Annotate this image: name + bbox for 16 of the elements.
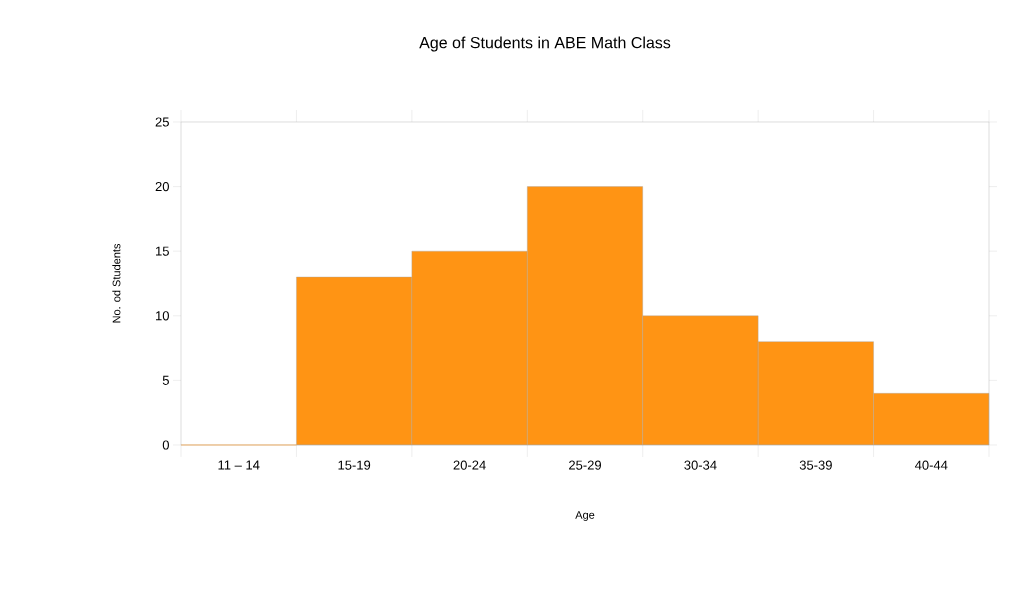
x-tick-label: 20-24	[453, 460, 486, 470]
y-tick-label: 25	[155, 117, 169, 127]
x-tick-label: 25-29	[569, 460, 601, 470]
chart-title: Age of Students in ABE Math Class	[419, 36, 671, 52]
x-axis-title: Age	[575, 511, 595, 521]
x-tick-label: 35-39	[799, 460, 832, 470]
y-axis-title: No. od Students	[112, 243, 121, 323]
y-tick-label: 20	[155, 181, 169, 192]
x-tick-label: 40-44	[914, 460, 948, 470]
y-tick-label: 5	[162, 375, 169, 385]
y-tick-label: 15	[156, 246, 169, 256]
x-tick-label: 15-19	[338, 460, 371, 470]
y-tick-label: 10	[156, 311, 169, 321]
y-tick-label: 0	[162, 440, 169, 450]
x-tick-label: 11 – 14	[218, 460, 260, 470]
x-tick-label: 30-34	[684, 460, 717, 470]
